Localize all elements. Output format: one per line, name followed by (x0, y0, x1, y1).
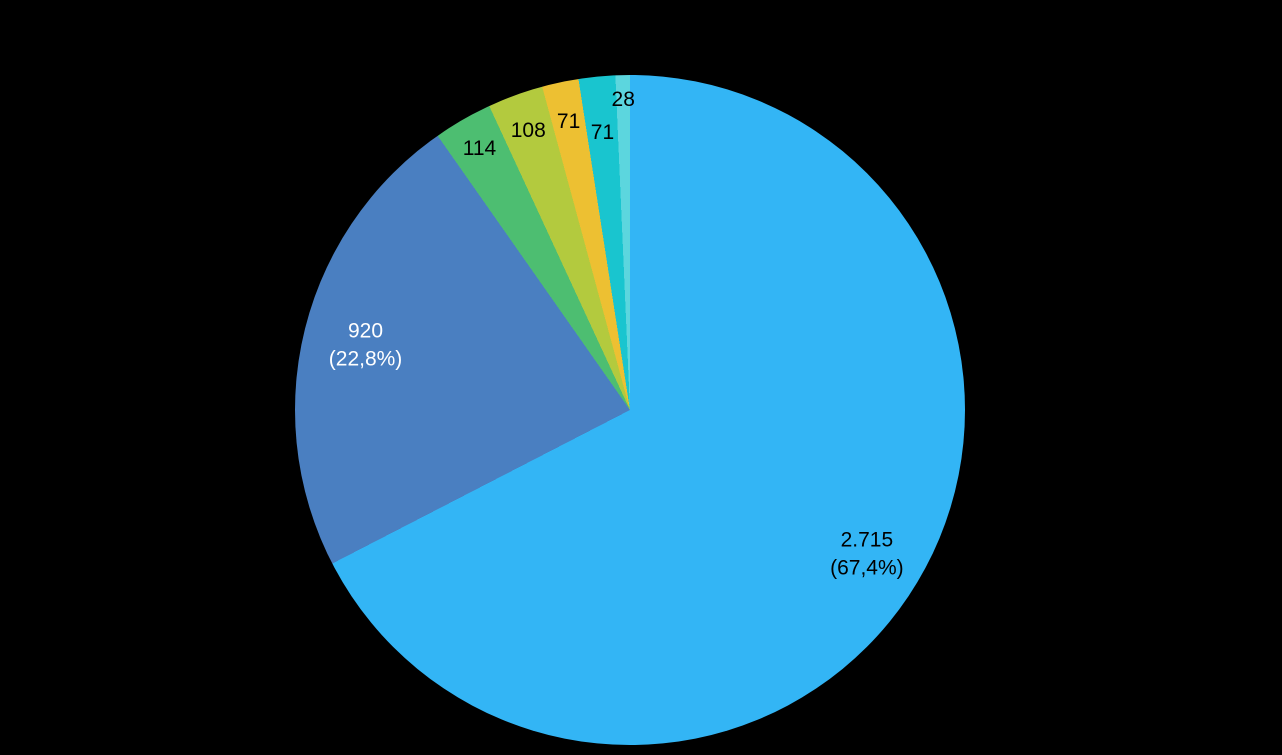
pie-chart (295, 75, 965, 745)
